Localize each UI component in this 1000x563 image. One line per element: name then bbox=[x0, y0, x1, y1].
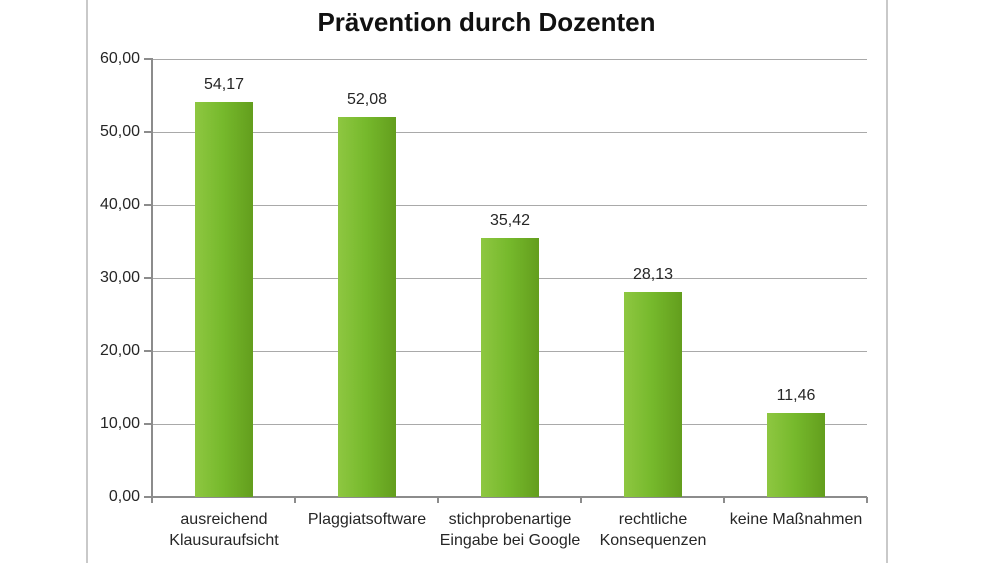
bar-value-label: 54,17 bbox=[203, 76, 245, 93]
y-axis-tick bbox=[144, 204, 153, 206]
chart-frame-right-border bbox=[886, 0, 888, 563]
x-axis-line bbox=[152, 496, 867, 498]
x-category-label: stichprobenartige Eingabe bei Google bbox=[439, 511, 581, 549]
x-axis-tick bbox=[294, 497, 296, 503]
y-axis-tick bbox=[144, 423, 153, 425]
y-gridline bbox=[152, 59, 867, 60]
x-category-label: ausreichend Klausuraufsicht bbox=[169, 511, 279, 549]
y-axis-tick-label: 40,00 bbox=[99, 196, 140, 213]
bar bbox=[338, 117, 396, 497]
y-axis-tick-label: 20,00 bbox=[99, 342, 140, 359]
chart-frame-left-border bbox=[86, 0, 88, 563]
y-axis-tick bbox=[144, 496, 153, 498]
x-axis-tick bbox=[723, 497, 725, 503]
y-axis-tick-label: 0,00 bbox=[108, 488, 140, 505]
x-axis-tick bbox=[866, 497, 868, 503]
y-axis-tick bbox=[144, 58, 153, 60]
bar bbox=[481, 238, 539, 497]
bar-value-label: 11,46 bbox=[776, 387, 816, 404]
bar-value-label: 35,42 bbox=[489, 212, 531, 229]
y-axis-tick-label: 50,00 bbox=[99, 123, 140, 140]
y-axis-line bbox=[151, 59, 153, 503]
bar-value-label: 28,13 bbox=[632, 266, 674, 283]
bar bbox=[624, 292, 682, 497]
y-axis-tick bbox=[144, 277, 153, 279]
chart-title: Prävention durch Dozenten bbox=[317, 7, 656, 37]
x-category-label: rechtliche Konsequenzen bbox=[599, 511, 707, 549]
y-gridline bbox=[152, 205, 867, 206]
bar bbox=[767, 413, 825, 497]
x-category-label: keine Maßnahmen bbox=[729, 511, 863, 528]
bar bbox=[195, 102, 253, 497]
x-axis-tick bbox=[151, 497, 153, 503]
bar-value-label: 52,08 bbox=[346, 91, 388, 108]
x-axis-tick bbox=[437, 497, 439, 503]
y-axis-tick-label: 60,00 bbox=[99, 50, 140, 67]
y-axis-tick-label: 30,00 bbox=[99, 269, 140, 286]
y-gridline bbox=[152, 132, 867, 133]
y-axis-tick bbox=[144, 350, 153, 352]
x-axis-tick bbox=[580, 497, 582, 503]
y-axis-tick bbox=[144, 131, 153, 133]
x-category-label: Plaggiatsoftware bbox=[307, 511, 427, 528]
y-axis-tick-label: 10,00 bbox=[99, 415, 140, 432]
